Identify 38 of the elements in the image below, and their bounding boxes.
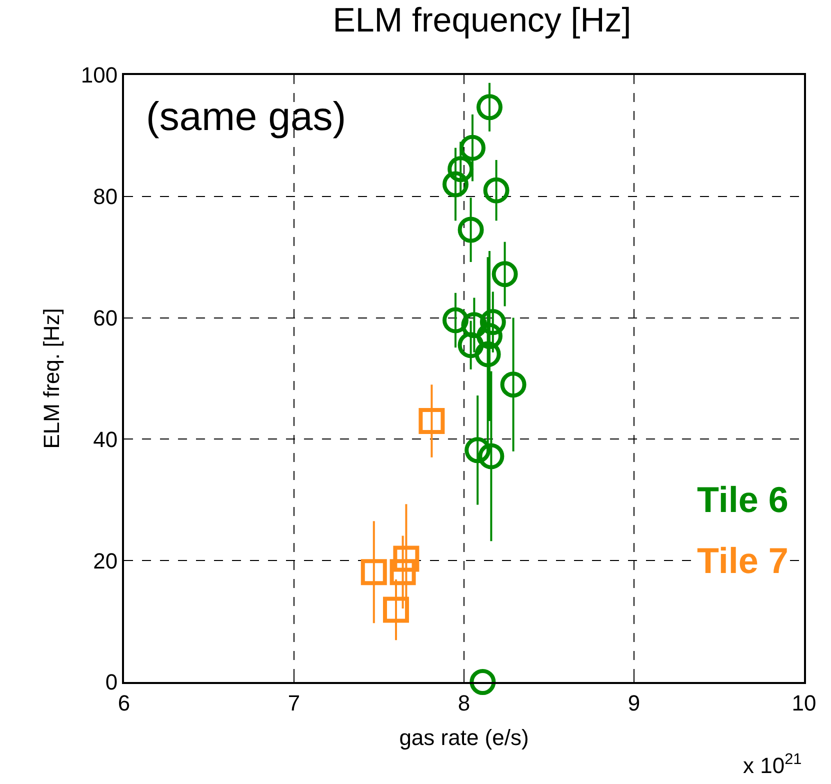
x-tick-label: 9	[628, 690, 640, 716]
point	[483, 177, 510, 204]
point	[470, 669, 496, 695]
point	[383, 596, 409, 623]
x-tick-label: 6	[118, 690, 130, 716]
point	[390, 559, 416, 586]
point	[500, 372, 526, 398]
point	[458, 332, 484, 358]
y-axis-title: ELM freq. [Hz]	[39, 308, 64, 449]
point	[474, 341, 501, 368]
text: Tile 6	[697, 479, 788, 520]
point	[464, 437, 491, 464]
point	[460, 134, 486, 161]
point	[393, 546, 420, 572]
text: x 10$^{21}$	[743, 751, 802, 778]
text: Tile 7	[697, 540, 788, 581]
point	[360, 559, 387, 586]
y-tick-label: 40	[93, 426, 118, 452]
y-tick-label: 0	[105, 670, 118, 695]
point	[418, 408, 445, 434]
x-axis-title: gas rate (e/s)	[399, 724, 529, 750]
point	[442, 307, 468, 334]
point	[476, 94, 502, 120]
y-tick-label: 100	[80, 62, 118, 88]
annotation: (same gas)	[146, 95, 346, 139]
x-tick-label: 7	[288, 690, 300, 716]
point	[478, 443, 504, 470]
x-tick-label: 8	[458, 690, 470, 716]
y-tick-label: 20	[93, 548, 118, 574]
chart-title: ELM frequency [Hz]	[332, 2, 632, 40]
point	[480, 309, 506, 336]
y-tick-label: 60	[93, 306, 118, 330]
y-tick-label: 80	[93, 184, 118, 210]
point	[492, 261, 518, 288]
point	[458, 216, 484, 243]
x-tick-label: 10	[792, 690, 816, 716]
point	[442, 171, 468, 198]
point	[448, 156, 474, 182]
